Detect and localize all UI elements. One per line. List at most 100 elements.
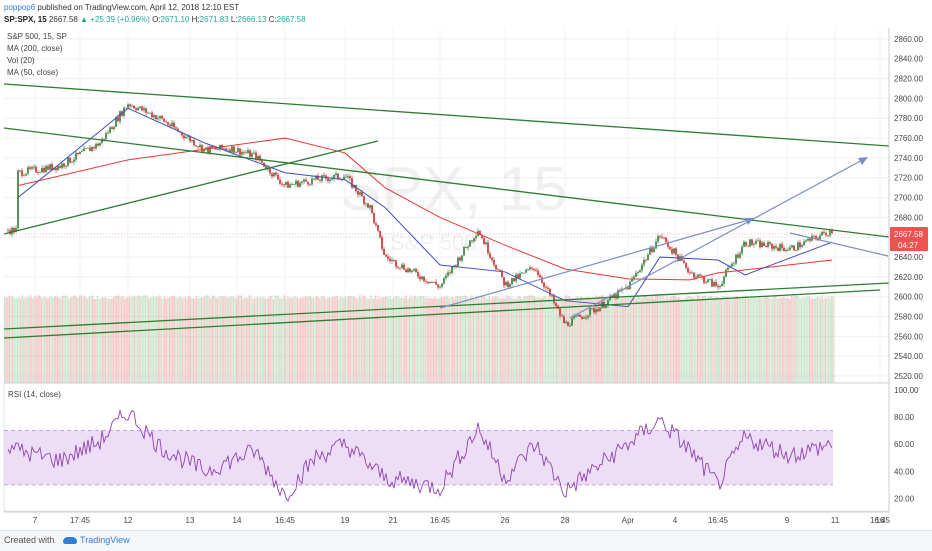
candle: [125, 107, 127, 109]
candle: [491, 257, 493, 260]
volume-bar: [375, 295, 377, 383]
candle: [627, 287, 629, 290]
volume-bar: [447, 296, 449, 383]
candle: [139, 106, 141, 108]
candle: [633, 276, 635, 279]
candle: [565, 322, 567, 324]
candle: [289, 184, 291, 188]
candle: [673, 248, 675, 254]
volume-bar: [495, 295, 497, 383]
candle: [707, 279, 709, 283]
volume-bar: [415, 295, 417, 383]
volume-bar: [280, 298, 283, 383]
candle: [197, 146, 199, 148]
tradingview-link[interactable]: TradingView: [80, 535, 130, 545]
price-tick-1: 2540.00: [894, 352, 923, 361]
high-label: H:: [191, 15, 200, 24]
arrow-down[interactable]: [789, 232, 889, 257]
candle: [555, 303, 557, 306]
candle: [11, 227, 13, 235]
trendline-rise[interactable]: [3, 140, 379, 235]
volume-bar: [336, 296, 339, 383]
time-tick-1: 17:45: [70, 516, 91, 525]
volume-bar: [570, 298, 572, 383]
candle: [721, 283, 723, 287]
candle: [745, 241, 747, 246]
volume-bar: [716, 296, 718, 383]
volume-bar: [279, 297, 281, 383]
candle: [313, 178, 315, 180]
volume-bar: [77, 297, 79, 383]
volume-bar: [261, 298, 263, 383]
candle: [661, 236, 663, 238]
volume-bar: [466, 296, 468, 383]
candle: [635, 273, 637, 277]
volume-bar: [644, 295, 646, 383]
volume-bar: [311, 297, 313, 383]
candle: [577, 314, 579, 317]
candle: [711, 279, 713, 287]
volume-bar: [436, 298, 438, 383]
volume-bar: [58, 298, 60, 383]
volume-bar: [306, 296, 308, 383]
time-tick-6: 19: [341, 516, 350, 525]
candle: [777, 247, 779, 251]
candle: [167, 122, 169, 125]
candle: [39, 172, 41, 174]
chart[interactable]: SPX, 15 S&P 500 2520.002540.002560.00258…: [0, 0, 932, 530]
arrow-up-2[interactable]: [569, 157, 867, 319]
volume-bar: [445, 295, 447, 383]
volume-bar: [823, 298, 825, 383]
candle: [13, 227, 15, 233]
volume-bar: [428, 298, 430, 383]
volume-bar: [778, 298, 780, 383]
volume-bar: [623, 298, 625, 383]
author-name[interactable]: poppop6: [4, 3, 36, 12]
candle: [305, 179, 307, 182]
trendline-top[interactable]: [3, 83, 890, 147]
candle: [749, 239, 751, 247]
volume-bar: [309, 296, 311, 383]
volume-bar: [557, 297, 559, 383]
time-tick-17: 16: [876, 516, 885, 525]
candle: [369, 205, 371, 208]
volume-bar: [204, 296, 206, 383]
volume-bar: [322, 296, 324, 383]
volume-bar: [498, 297, 500, 383]
candle: [317, 175, 319, 180]
volume-bar: [72, 296, 75, 383]
volume-bar: [221, 296, 223, 383]
volume-bar: [402, 297, 404, 383]
volume-bar: [120, 297, 123, 383]
volume-bar: [285, 298, 287, 383]
volume-bar: [496, 296, 499, 383]
last-price: 2667.58: [48, 15, 78, 24]
volume-bar: [453, 298, 455, 383]
volume-bar: [540, 298, 542, 383]
price-tick-16: 2840.00: [894, 55, 923, 64]
candle: [751, 239, 753, 245]
volume-bar: [269, 296, 271, 383]
volume-bar: [704, 295, 707, 383]
candle: [647, 254, 649, 261]
candle: [347, 176, 349, 177]
volume-bar: [188, 296, 190, 383]
volume-bar: [140, 297, 142, 383]
candle: [27, 167, 29, 174]
volume-bar: [224, 296, 227, 383]
volume-bar: [229, 297, 231, 383]
candle: [129, 104, 131, 107]
volume-bar: [658, 295, 660, 383]
trendline-mid[interactable]: [3, 127, 890, 238]
candle: [781, 244, 783, 248]
volume-bar: [360, 298, 363, 383]
volume-bar: [234, 297, 236, 383]
candle: [395, 260, 397, 267]
candle: [403, 264, 405, 270]
trendline-support-2[interactable]: [3, 289, 881, 339]
candle: [143, 108, 145, 111]
volume-bar: [364, 296, 366, 383]
volume-bar: [250, 296, 252, 383]
candle: [559, 308, 561, 316]
volume-bar: [781, 297, 783, 383]
